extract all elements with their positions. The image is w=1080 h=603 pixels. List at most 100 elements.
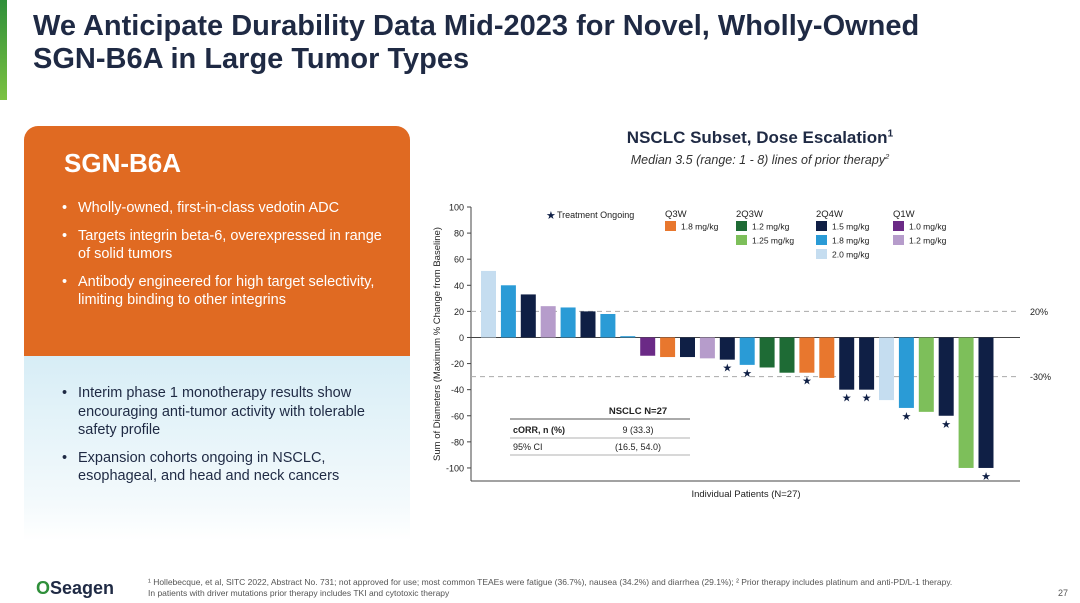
product-bullets: Wholly-owned, first-in-class vedotin ADC… <box>62 199 392 319</box>
chart-subtitle: Median 3.5 (range: 1 - 8) lines of prior… <box>440 152 1080 167</box>
title-accent-bar <box>0 0 7 100</box>
y-tick-label: -100 <box>446 463 464 473</box>
y-tick-label: 80 <box>454 229 464 239</box>
legend-ongoing-marker: ★ <box>546 209 556 222</box>
legend-swatch <box>736 235 747 245</box>
legend-swatch <box>816 235 827 245</box>
chart-subtitle-text: Median 3.5 (range: 1 - 8) lines of prior… <box>630 153 886 168</box>
x-axis-label: Individual Patients (N=27) <box>691 489 800 500</box>
legend-swatch <box>816 221 827 231</box>
company-logo: OSeagen <box>36 578 114 599</box>
legend-item-label: 2.0 mg/kg <box>832 250 870 260</box>
legend-swatch <box>736 221 747 231</box>
table-header: NSCLC N=27 <box>609 406 667 417</box>
bar <box>620 336 636 338</box>
bar <box>560 307 576 338</box>
legend-group-title: 2Q3W <box>736 209 763 220</box>
bullet-item: Antibody engineered for high target sele… <box>62 273 392 310</box>
slide-title-line: We Anticipate Durability Data Mid-2023 f… <box>33 10 920 42</box>
treatment-ongoing-marker: ★ <box>901 410 911 423</box>
treatment-ongoing-marker: ★ <box>742 367 752 380</box>
y-axis-label: Sum of Diameters (Maximum % Change from … <box>432 227 443 461</box>
legend-item-label: 1.5 mg/kg <box>832 222 870 232</box>
bar <box>779 337 795 373</box>
legend-item-label: 1.2 mg/kg <box>752 222 790 232</box>
bar <box>759 337 775 368</box>
bullet-item: Expansion cohorts ongoing in NSCLC, esop… <box>62 449 392 486</box>
legend-item-label: 1.2 mg/kg <box>909 236 947 246</box>
bar <box>660 337 676 358</box>
logo-mark-icon: O <box>36 578 51 598</box>
bar <box>938 337 954 416</box>
bar <box>500 285 516 338</box>
chart-title: NSCLC Subset, Dose Escalation1 <box>440 128 1080 148</box>
bar <box>481 270 496 338</box>
table-row-value: (16.5, 54.0) <box>615 442 661 452</box>
bullet-item: Interim phase 1 monotherapy results show… <box>62 384 392 440</box>
y-tick-label: -40 <box>451 385 464 395</box>
y-tick-label: 0 <box>459 333 464 343</box>
bar <box>839 337 855 390</box>
table-row-label: 95% CI <box>513 442 543 452</box>
reference-line-label: -30% <box>1030 372 1051 382</box>
legend-swatch <box>893 221 904 231</box>
chart-title-text: NSCLC Subset, Dose Escalation <box>626 128 888 147</box>
product-summary-panel: SGN-B6A Wholly-owned, first-in-class ved… <box>24 126 410 356</box>
bar <box>580 311 596 338</box>
trial-status-panel: Interim phase 1 monotherapy results show… <box>24 356 410 541</box>
legend-group-title: Q3W <box>665 209 687 220</box>
footnotes: ¹ Hollebecque, et al, SITC 2022, Abstrac… <box>148 577 1028 599</box>
chart-title-footnote-ref: 1 <box>887 128 894 140</box>
legend-item-label: 1.8 mg/kg <box>681 222 719 232</box>
treatment-ongoing-marker: ★ <box>981 470 991 483</box>
treatment-ongoing-marker: ★ <box>941 418 951 431</box>
y-tick-label: 100 <box>449 203 464 213</box>
bar <box>898 337 914 408</box>
bar <box>600 313 616 338</box>
legend-group-title: Q1W <box>893 209 915 220</box>
y-tick-label: 20 <box>454 307 464 317</box>
reference-line-label: 20% <box>1030 307 1048 317</box>
y-tick-label: -60 <box>451 411 464 421</box>
bar <box>699 337 715 359</box>
bar <box>819 337 835 378</box>
treatment-ongoing-marker: ★ <box>862 392 872 405</box>
slide-title-line: SGN-B6A in Large Tumor Types <box>33 43 470 75</box>
footnote-line: ¹ Hollebecque, et al, SITC 2022, Abstrac… <box>148 577 953 587</box>
bar <box>719 337 735 360</box>
bar <box>799 337 815 373</box>
legend-swatch <box>665 221 676 231</box>
bar <box>640 337 656 356</box>
legend-item-label: 1.8 mg/kg <box>832 236 870 246</box>
bullet-item: Targets integrin beta-6, overexpressed i… <box>62 227 392 264</box>
treatment-ongoing-marker: ★ <box>802 375 812 388</box>
bar <box>879 337 894 401</box>
legend-swatch <box>816 249 827 259</box>
bar <box>978 337 994 468</box>
bar <box>918 337 934 412</box>
bar <box>739 337 755 365</box>
chart-subtitle-footnote-ref: 2 <box>885 152 890 161</box>
table-row-value: 9 (33.3) <box>622 425 653 435</box>
y-tick-label: -20 <box>451 359 464 369</box>
treatment-ongoing-marker: ★ <box>722 362 732 375</box>
slide-title: We Anticipate Durability Data Mid-2023 f… <box>33 10 1033 76</box>
legend-item-label: 1.0 mg/kg <box>909 222 947 232</box>
bar <box>958 337 974 468</box>
bullet-item: Wholly-owned, first-in-class vedotin ADC <box>62 199 392 218</box>
y-tick-label: 60 <box>454 255 464 265</box>
table-row-label: cORR, n (%) <box>513 425 565 435</box>
trial-bullets: Interim phase 1 monotherapy results show… <box>62 384 392 495</box>
product-heading: SGN-B6A <box>64 148 182 178</box>
bar <box>859 337 875 390</box>
y-tick-label: -80 <box>451 437 464 447</box>
bar <box>680 337 695 358</box>
legend-swatch <box>893 235 904 245</box>
page-number: 27 <box>1057 588 1068 598</box>
treatment-ongoing-marker: ★ <box>842 392 852 405</box>
legend-ongoing-label: Treatment Ongoing <box>557 210 634 220</box>
y-tick-label: 40 <box>454 281 464 291</box>
bar <box>540 306 556 338</box>
legend-item-label: 1.25 mg/kg <box>752 236 794 246</box>
